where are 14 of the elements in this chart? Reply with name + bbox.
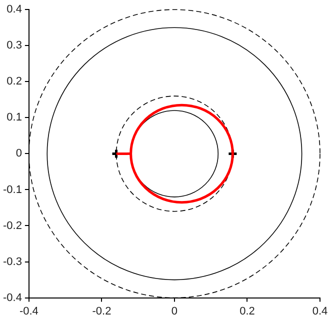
x-tick-label: 0.4 [312, 305, 328, 318]
y-tick-label: -0.4 [2, 292, 22, 304]
x-tick-label: -0.4 [19, 305, 38, 318]
x-tick-label: 0 [171, 305, 178, 318]
y-tick-label: 0.4 [6, 4, 22, 16]
y-tick-label: 0 [16, 148, 22, 160]
y-tick-label: 0.1 [6, 112, 22, 124]
y-tick-label: -0.2 [2, 220, 22, 232]
y-tick-label: 0.2 [6, 76, 22, 88]
x-tick-label: 0.2 [240, 305, 255, 318]
y-tick-label: -0.1 [2, 184, 22, 196]
y-tick-label: -0.3 [2, 256, 22, 268]
x-tick-label: -0.2 [92, 305, 112, 318]
y-tick-label: 0.3 [6, 40, 22, 52]
